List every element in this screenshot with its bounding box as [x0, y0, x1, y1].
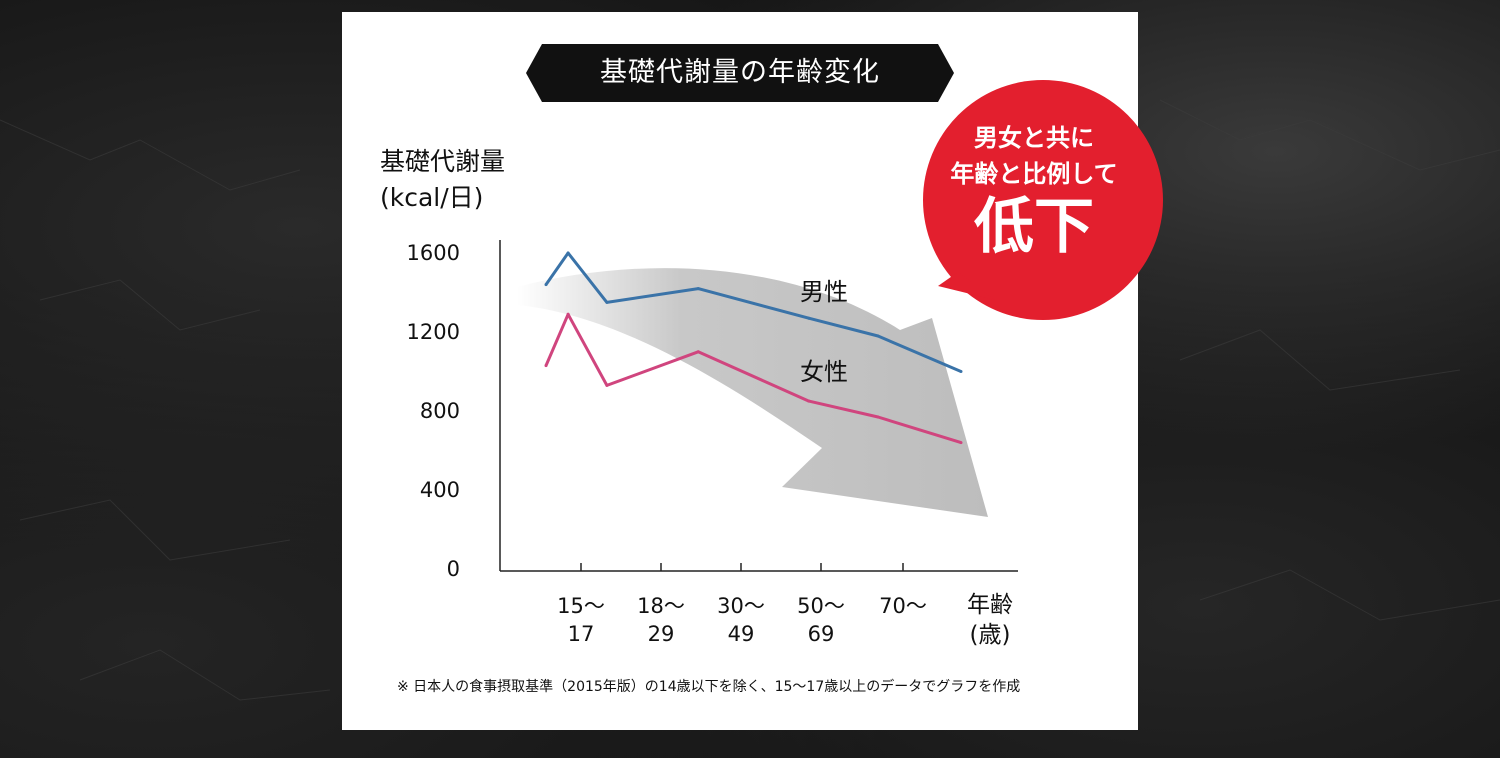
y-axis-title: 基礎代謝量 (kcal/日)	[380, 144, 505, 216]
data-point	[959, 441, 963, 445]
callout-emphasis: 低下	[974, 192, 1094, 262]
y-tick-label: 1600	[406, 241, 460, 265]
x-tick-label: 50〜 69	[797, 594, 845, 646]
data-point	[696, 287, 700, 291]
y-tick-label: 800	[419, 399, 460, 423]
callout-line2: 年齢と比例して	[950, 160, 1118, 188]
chart-title: 基礎代謝量の年齢変化	[600, 57, 880, 88]
callout-text: 男女と共に 年齢と比例して 低下	[925, 120, 1143, 262]
data-point	[544, 364, 548, 368]
data-point	[544, 283, 548, 287]
y-tick-label: 1200	[406, 320, 460, 344]
x-axis-title: 年齢 (歳)	[967, 592, 1013, 648]
callout-bubble	[923, 80, 1163, 320]
series-label-male: 男性	[800, 278, 848, 306]
y-axis-title-line2: (kcal/日)	[380, 183, 484, 212]
y-axis-title-line1: 基礎代謝量	[380, 147, 506, 176]
data-point	[807, 316, 811, 320]
callout-line1: 男女と共に	[974, 124, 1094, 152]
y-tick-label: 400	[419, 478, 460, 502]
data-point	[696, 350, 700, 354]
data-point	[876, 415, 880, 419]
x-tick-label: 18〜 29	[637, 594, 685, 646]
footnote: ※ 日本人の食事摂取基準（2015年版）の14歳以下を除く、15〜17歳以上のデ…	[397, 679, 1021, 695]
trend-arrow-shape	[517, 268, 988, 517]
data-point	[605, 383, 609, 387]
data-point	[959, 370, 963, 373]
x-tick-label: 15〜 17	[557, 594, 605, 646]
x-tick-label: 30〜 49	[717, 594, 765, 646]
title-banner	[526, 44, 954, 102]
data-point	[876, 334, 880, 338]
y-tick-label: 0	[446, 557, 460, 581]
data-point	[807, 399, 811, 403]
data-point	[566, 251, 570, 255]
title-banner-shape	[526, 44, 954, 102]
trend-arrow	[517, 268, 988, 517]
data-point	[605, 300, 609, 304]
callout-circle	[923, 80, 1163, 320]
callout-tail	[938, 272, 995, 300]
series-label-female: 女性	[800, 358, 848, 386]
x-tick-label: 70〜	[879, 594, 927, 618]
data-point	[566, 312, 570, 316]
